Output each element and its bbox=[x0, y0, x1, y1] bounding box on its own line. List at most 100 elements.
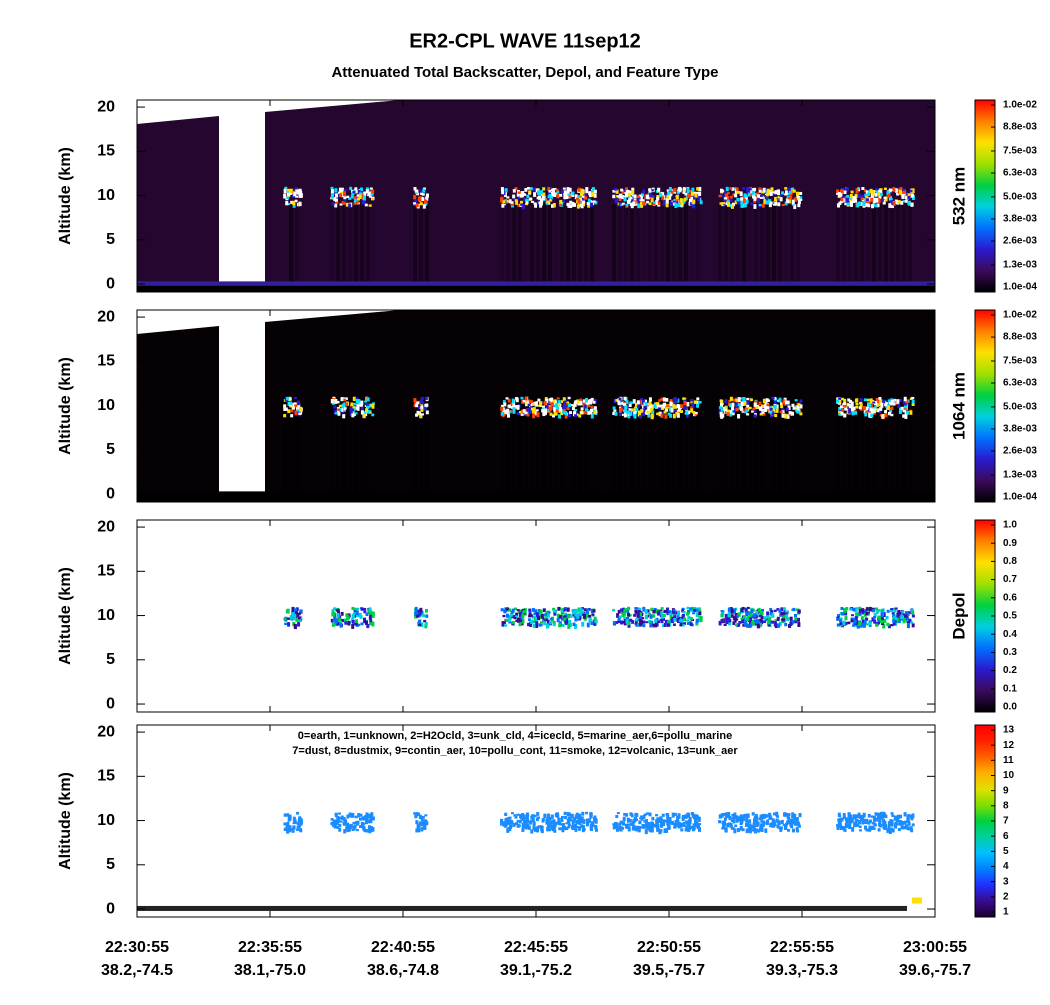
feature-pixel bbox=[761, 813, 765, 817]
shadow-streak bbox=[554, 414, 558, 497]
feature-pixel bbox=[286, 196, 290, 199]
feature-pixel bbox=[906, 618, 910, 622]
feature-pixel bbox=[574, 814, 578, 819]
feature-pixel bbox=[586, 622, 590, 628]
feature-pixel bbox=[670, 190, 674, 194]
feature-pixel bbox=[686, 812, 690, 816]
feature-pixel bbox=[535, 817, 539, 822]
shadow-streak bbox=[360, 204, 364, 287]
feature-pixel bbox=[883, 618, 887, 623]
feature-pixel bbox=[690, 191, 694, 196]
feature-pixel bbox=[351, 613, 355, 619]
feature-pixel bbox=[868, 624, 872, 627]
feature-pixel bbox=[354, 187, 358, 191]
feature-pixel bbox=[547, 611, 551, 614]
feature-pixel bbox=[506, 412, 510, 415]
feature-pixel bbox=[633, 613, 637, 617]
feature-pixel bbox=[843, 190, 847, 195]
feature-pixel bbox=[741, 619, 745, 624]
feature-pixel bbox=[698, 610, 702, 616]
feature-pixel bbox=[769, 191, 773, 196]
shadow-streak bbox=[690, 204, 694, 286]
feature-pixel bbox=[657, 187, 661, 192]
feature-pixel bbox=[534, 402, 538, 407]
feature-pixel bbox=[847, 820, 851, 824]
feature-pixel bbox=[732, 408, 736, 413]
feature-pixel bbox=[865, 611, 869, 616]
feature-pixel bbox=[858, 406, 862, 410]
feature-pixel bbox=[362, 413, 366, 419]
feature-pixel bbox=[745, 611, 749, 614]
feature-pixel bbox=[681, 614, 685, 620]
feature-pixel bbox=[514, 199, 518, 203]
feature-pixel bbox=[646, 410, 650, 414]
colorbar-tick-label: 1.0e-02 bbox=[1003, 100, 1037, 111]
feature-pixel bbox=[333, 198, 337, 202]
feature-pixel bbox=[341, 187, 345, 193]
feature-pixel bbox=[358, 817, 362, 821]
feature-pixel bbox=[421, 401, 425, 405]
feature-pixel bbox=[336, 815, 340, 821]
feature-pixel bbox=[887, 821, 891, 826]
feature-pixel bbox=[533, 192, 537, 197]
feature-pixel bbox=[750, 619, 754, 625]
feature-pixel bbox=[368, 616, 372, 620]
feature-pixel bbox=[669, 401, 673, 407]
feature-pixel bbox=[550, 824, 554, 829]
feature-pixel bbox=[792, 607, 796, 612]
feature-pixel bbox=[910, 621, 914, 624]
feature-pixel bbox=[540, 828, 544, 834]
feature-pixel bbox=[841, 612, 845, 616]
feature-pixel bbox=[884, 824, 888, 829]
feature-pixel bbox=[788, 190, 792, 194]
colorbar-label: Depol bbox=[949, 592, 968, 639]
shadow-streak bbox=[348, 414, 352, 497]
shadow-streak bbox=[724, 414, 728, 497]
feature-pixel bbox=[533, 612, 537, 616]
feature-pixel bbox=[672, 413, 676, 419]
feature-pixel bbox=[891, 612, 895, 615]
feature-pixel bbox=[666, 622, 670, 627]
shadow-streak bbox=[366, 414, 370, 497]
feature-pixel bbox=[668, 194, 672, 200]
feature-pixel bbox=[577, 607, 581, 613]
feature-pixel bbox=[537, 816, 541, 819]
feature-pixel bbox=[840, 411, 844, 415]
feature-pixel bbox=[540, 198, 544, 203]
feature-pixel bbox=[515, 619, 519, 623]
feature-pixel bbox=[894, 822, 898, 828]
feature-pixel bbox=[291, 615, 295, 618]
feature-pixel bbox=[911, 623, 915, 628]
feature-pixel bbox=[865, 198, 869, 202]
feature-pixel bbox=[878, 409, 882, 414]
feature-pixel bbox=[720, 610, 724, 613]
feature-pixel bbox=[796, 617, 800, 622]
feature-pixel bbox=[853, 814, 857, 820]
feature-pixel bbox=[698, 616, 702, 619]
feature-pixel bbox=[552, 607, 556, 611]
feature-pixel bbox=[541, 195, 545, 200]
feature-pixel bbox=[730, 819, 734, 823]
feature-pixel bbox=[869, 407, 873, 412]
shadow-streak bbox=[902, 204, 906, 287]
feature-pixel bbox=[667, 191, 671, 196]
feature-pixel bbox=[756, 618, 760, 622]
shadow-streak bbox=[848, 414, 852, 496]
feature-pixel bbox=[331, 191, 335, 195]
feature-pixel bbox=[298, 202, 302, 207]
feature-pixel bbox=[763, 407, 767, 413]
feature-pixel bbox=[507, 827, 511, 831]
feature-pixel bbox=[839, 619, 843, 623]
feature-pixel bbox=[746, 190, 750, 194]
feature-pixel bbox=[738, 828, 742, 831]
feature-pixel bbox=[661, 196, 665, 201]
feature-pixel bbox=[618, 615, 622, 619]
feature-pixel bbox=[592, 609, 596, 613]
feature-pixel bbox=[892, 187, 896, 192]
feature-pixel bbox=[415, 828, 419, 833]
feature-pixel bbox=[751, 410, 755, 413]
y-tick-label: 10 bbox=[97, 812, 115, 829]
feature-pixel bbox=[580, 816, 584, 821]
feature-pixel bbox=[724, 613, 728, 619]
feature-pixel bbox=[849, 814, 853, 819]
